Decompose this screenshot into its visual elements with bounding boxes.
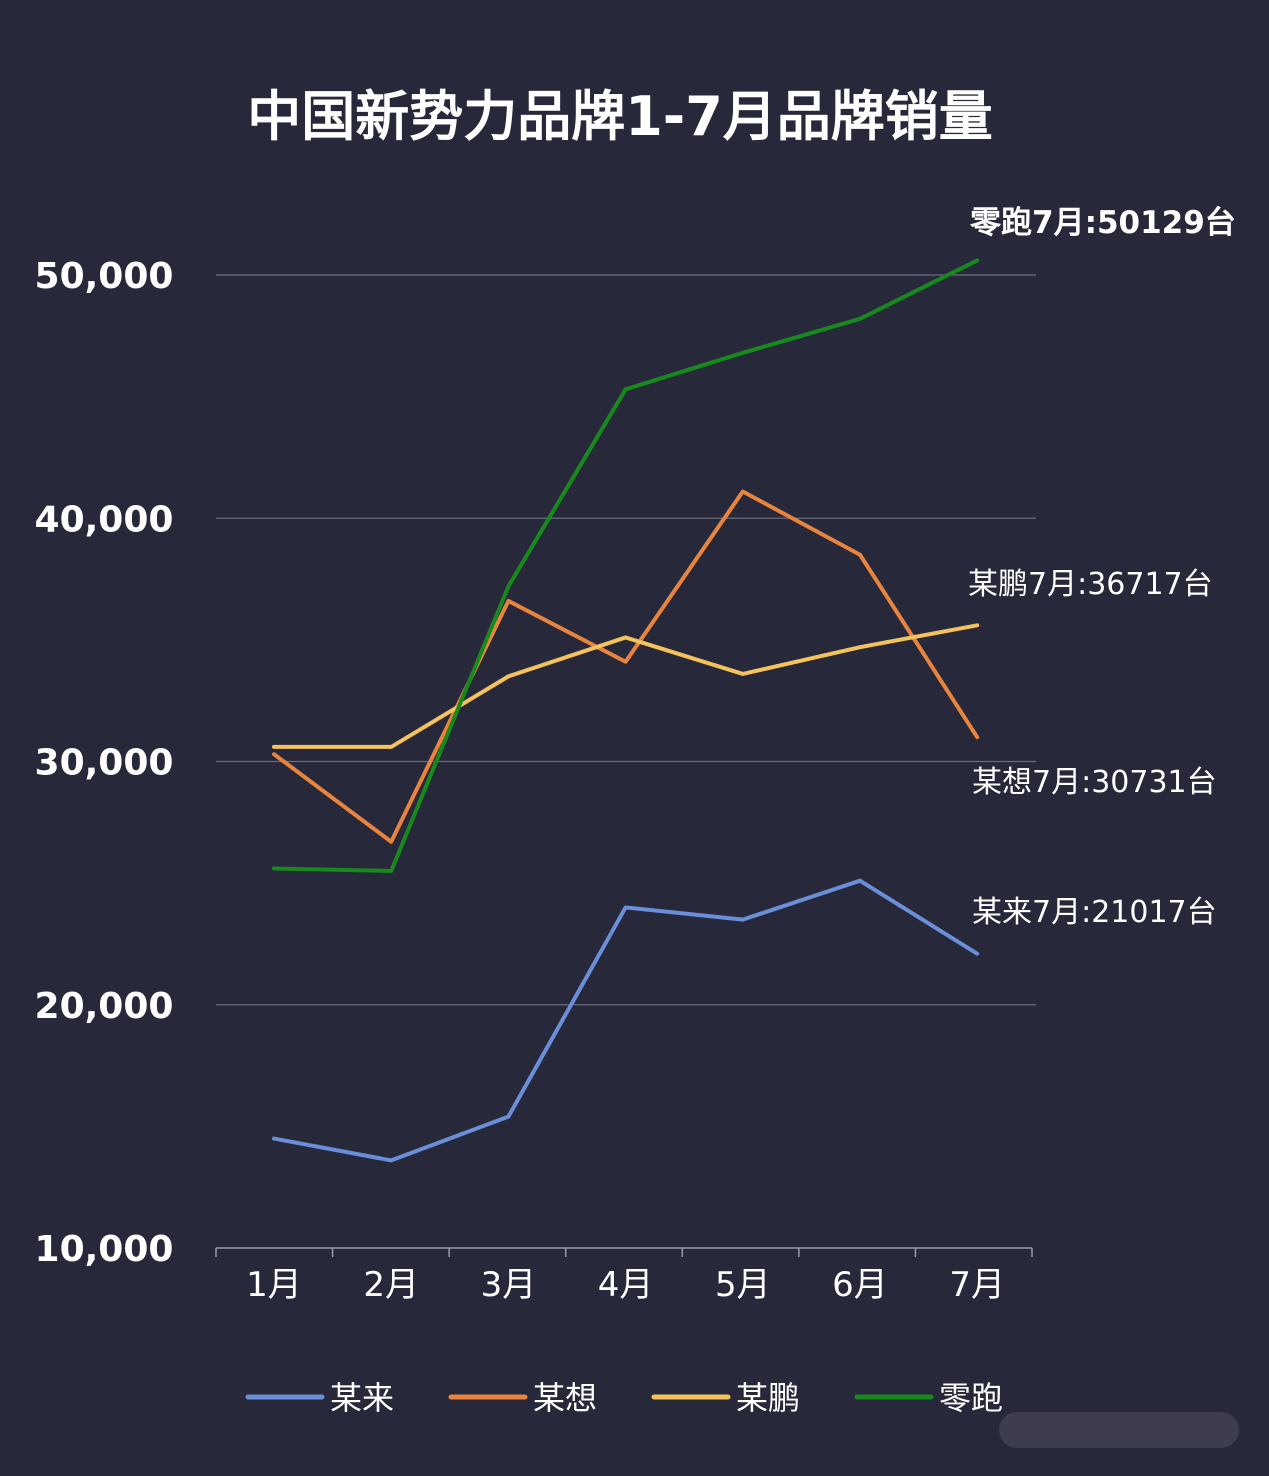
- legend-label: 某鹏: [736, 1379, 800, 1417]
- x-tick-label: 3月: [481, 1265, 537, 1305]
- series-annotation: 某来7月:21017台: [972, 895, 1217, 930]
- series-lines: [272, 258, 980, 1163]
- series-annotation: 某想7月:30731台: [972, 765, 1217, 800]
- chart-title: 中国新势力品牌1-7月品牌销量: [247, 85, 993, 148]
- legend: 某来 某想 某鹏 零跑: [245, 1379, 1003, 1417]
- series-line: [272, 489, 980, 844]
- x-tick-label: 1月: [246, 1265, 302, 1305]
- series-line: [272, 623, 980, 749]
- series-line: [272, 878, 980, 1163]
- watermark: [999, 1412, 1239, 1448]
- y-tick-label: 20,000: [35, 986, 174, 1027]
- grid-lines: [216, 274, 1036, 1006]
- series-annotation: 零跑7月:50129台: [970, 205, 1236, 241]
- legend-label: 零跑: [939, 1379, 1003, 1417]
- x-tick-label: 6月: [832, 1265, 888, 1305]
- y-tick-label: 50,000: [35, 256, 174, 297]
- y-axis-ticks: 10,000 20,000 30,000 40,000 50,000: [35, 256, 174, 1270]
- series-line: [272, 258, 980, 873]
- x-tick-label: 5月: [715, 1265, 771, 1305]
- x-axis: 1月 2月 3月 4月 5月 6月 7月: [215, 1247, 1033, 1305]
- series-annotation: 某鹏7月:36717台: [968, 567, 1213, 602]
- y-tick-label: 40,000: [35, 499, 174, 540]
- x-tick-label: 7月: [949, 1265, 1005, 1305]
- x-tick-label: 2月: [363, 1265, 419, 1305]
- legend-label: 某来: [330, 1379, 394, 1417]
- y-tick-label: 10,000: [35, 1229, 174, 1270]
- y-tick-label: 30,000: [35, 743, 174, 784]
- x-tick-label: 4月: [598, 1265, 654, 1305]
- legend-label: 某想: [533, 1379, 597, 1417]
